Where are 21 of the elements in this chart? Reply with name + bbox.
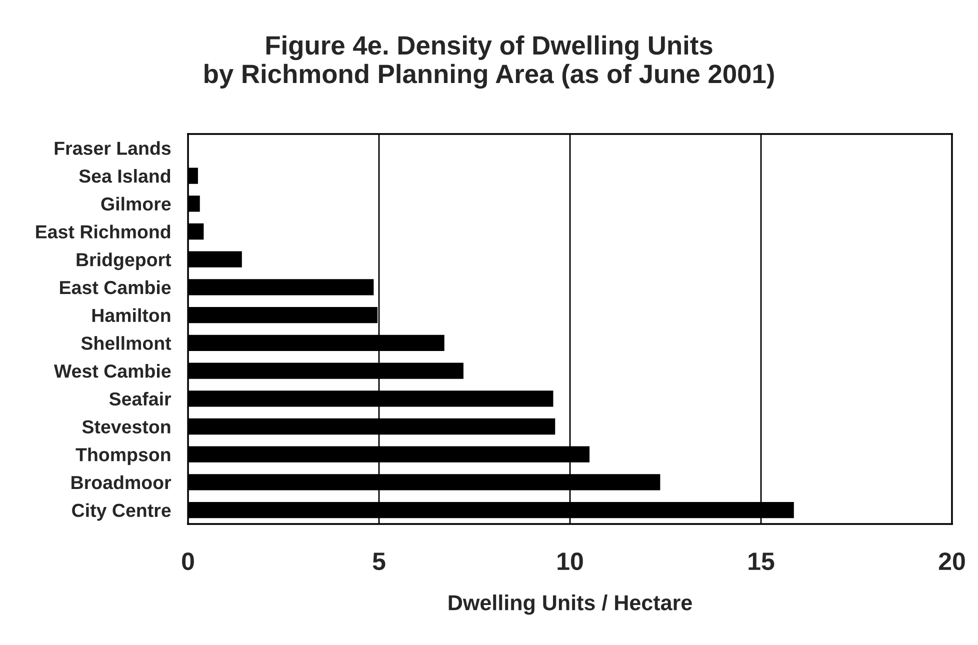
- x-tick-label: 20: [938, 552, 965, 570]
- y-tick-label: Shellmont: [81, 336, 172, 350]
- x-tick-label: 0: [182, 552, 194, 570]
- y-tick-label: East Cambie: [60, 280, 171, 294]
- chart-title: Figure 4e. Density of Dwelling Units by Richmond Planning Area (as of June 2001): [204, 35, 774, 89]
- y-tick-label: Thompson: [76, 448, 170, 466]
- y-tick-label: Bridgeport: [76, 252, 172, 270]
- y-tick-label: Broadmoor: [72, 475, 172, 490]
- x-axis-title: Dwelling Units / Hectare: [448, 594, 692, 615]
- y-tick-label: City Centre: [72, 503, 171, 521]
- y-tick-label: Seafair: [109, 392, 172, 406]
- x-tick-label: 10: [558, 552, 583, 570]
- y-tick-label: Hamilton: [92, 308, 170, 322]
- y-tick-label: East Richmond: [36, 224, 170, 238]
- y-tick-label: Gilmore: [101, 196, 171, 211]
- y-tick-label: Sea Island: [79, 168, 170, 183]
- x-tick-label: 15: [748, 552, 774, 570]
- y-tick-label: West Cambie: [54, 364, 171, 378]
- y-tick-label: Fraser Lands: [54, 141, 171, 155]
- y-tick-label: Steveston: [82, 420, 170, 434]
- x-tick-label: 5: [372, 552, 386, 570]
